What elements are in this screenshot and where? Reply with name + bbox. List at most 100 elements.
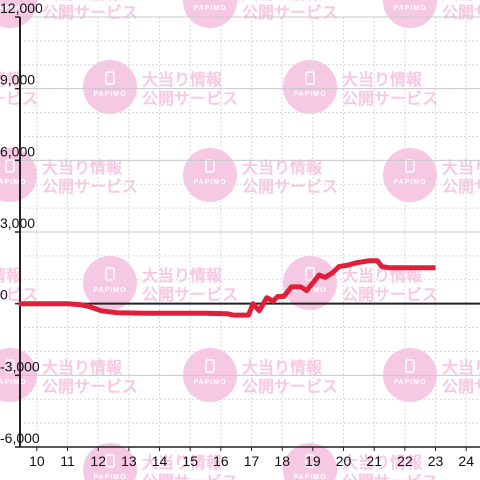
watermark-text-line1: 大当り情報 — [142, 70, 223, 89]
watermark-logo-text: PAPIMO — [193, 5, 226, 12]
watermark-logo-text: PAPIMO — [0, 5, 27, 12]
x-tick-label: 16 — [213, 453, 229, 469]
watermark-text-line1: 大当り情報 — [242, 358, 323, 377]
phone-icon — [105, 71, 115, 85]
x-tick-label: 17 — [244, 453, 260, 469]
x-tick-label: 21 — [366, 453, 382, 469]
x-tick-label: 12 — [90, 453, 106, 469]
axes-layer — [15, 16, 480, 451]
watermark-text-line2: 公開サービス — [442, 4, 480, 22]
phone-icon — [105, 454, 115, 468]
watermark-text-line1: 大当り情報 — [242, 0, 323, 3]
watermark-text-line1: 大当り情報 — [42, 358, 123, 377]
y-tick-label: 0 — [0, 287, 8, 303]
watermark-logo-text: PAPIMO — [0, 179, 27, 186]
watermark-text-line2: 公開サービス — [242, 378, 338, 396]
series-line — [18, 258, 436, 318]
y-tick-label: 3,000 — [0, 215, 35, 231]
x-tick-label: 24 — [458, 453, 474, 469]
x-tick-label: 18 — [274, 453, 290, 469]
watermark-logo-text: PAPIMO — [193, 379, 226, 386]
x-tick-label: 22 — [397, 453, 413, 469]
watermark-logo-text: PAPIMO — [393, 5, 426, 12]
watermark-text-line1: 大当り情報 — [442, 358, 480, 377]
watermark-logo-circle — [83, 60, 137, 114]
watermark-logo-circle — [383, 148, 437, 202]
phone-icon — [5, 159, 15, 173]
y-tick-label: 12,000 — [0, 0, 43, 16]
y-tick-label: 6,000 — [0, 143, 35, 159]
y-tick-label: -6,000 — [0, 430, 40, 446]
phone-icon — [305, 71, 315, 85]
watermark-text-line1: 大当り情報 — [442, 158, 480, 177]
x-tick-label: 14 — [152, 453, 168, 469]
x-tick-label: 10 — [29, 453, 45, 469]
watermark-text-line1: 大当り情報 — [0, 70, 23, 89]
watermark-text-line1: 大当り情報 — [342, 453, 423, 472]
watermark-text-line1: 大当り情報 — [42, 158, 123, 177]
watermark-text-line2: 公開サービス — [142, 473, 238, 480]
watermark-logo-text: PAPIMO — [0, 379, 27, 386]
phone-icon — [205, 359, 215, 373]
watermark-logo-text: PAPIMO — [393, 379, 426, 386]
watermark-logo-circle — [383, 0, 437, 28]
watermark-text-line2: 公開サービス — [42, 178, 138, 196]
watermark-logo-circle — [0, 0, 37, 28]
watermark-text-line1: 大当り情報 — [42, 0, 123, 3]
watermark-text-line2: 公開サービス — [242, 178, 338, 196]
watermark-logo-text: PAPIMO — [93, 474, 126, 480]
series-layer — [18, 258, 436, 318]
watermark-text-line2: 公開サービス — [42, 378, 138, 396]
watermark-text-line1: 大当り情報 — [442, 0, 480, 3]
watermark-logo-text: PAPIMO — [393, 179, 426, 186]
phone-icon — [305, 267, 315, 281]
watermark-text-line1: 大当り情報 — [342, 266, 423, 285]
watermark-logo-text: PAPIMO — [293, 474, 326, 480]
watermark-logo-text: PAPIMO — [93, 287, 126, 294]
y-tick-label: -3,000 — [0, 358, 40, 374]
x-tick-label: 19 — [305, 453, 321, 469]
watermark-logo-text: PAPIMO — [193, 179, 226, 186]
watermark-text-line2: 公開サービス — [342, 90, 438, 108]
x-tick-label: 13 — [121, 453, 137, 469]
watermark-text-line1: 大当り情報 — [0, 266, 23, 285]
watermark-text-line2: 公開サービス — [242, 4, 338, 22]
x-tick-label: 20 — [336, 453, 352, 469]
watermark-logo-circle — [283, 60, 337, 114]
watermark-text-line2: 公開サービス — [42, 4, 138, 22]
watermark-logo-circle — [83, 256, 137, 310]
watermark-text-line1: 大当り情報 — [242, 158, 323, 177]
watermark-logo-circle — [83, 443, 137, 480]
watermark-text-line2: 公開サービス — [342, 473, 438, 480]
watermark-text-line2: 公開サービス — [442, 378, 480, 396]
watermark-logo-circle — [183, 148, 237, 202]
x-tick-label: 15 — [182, 453, 198, 469]
watermark-logo-circle — [183, 0, 237, 28]
phone-icon — [5, 359, 15, 373]
watermark-text-line1: 大当り情報 — [142, 266, 223, 285]
watermark-logo-circle — [0, 148, 37, 202]
phone-icon — [105, 267, 115, 281]
watermark-logo-text: PAPIMO — [93, 91, 126, 98]
phone-icon — [405, 359, 415, 373]
phone-icon — [305, 454, 315, 468]
y-tick-label: 9,000 — [0, 72, 35, 88]
watermark-text-line2: 公開サービス — [442, 178, 480, 196]
watermark-text-line1: 大当り情報 — [342, 70, 423, 89]
watermark-logo-text: PAPIMO — [293, 91, 326, 98]
tick-label-layer: -6,000 -3,000 0 3,000 6,000 9,000 12,000 10 11 12… — [0, 0, 474, 469]
x-tick-label: 11 — [60, 453, 75, 469]
